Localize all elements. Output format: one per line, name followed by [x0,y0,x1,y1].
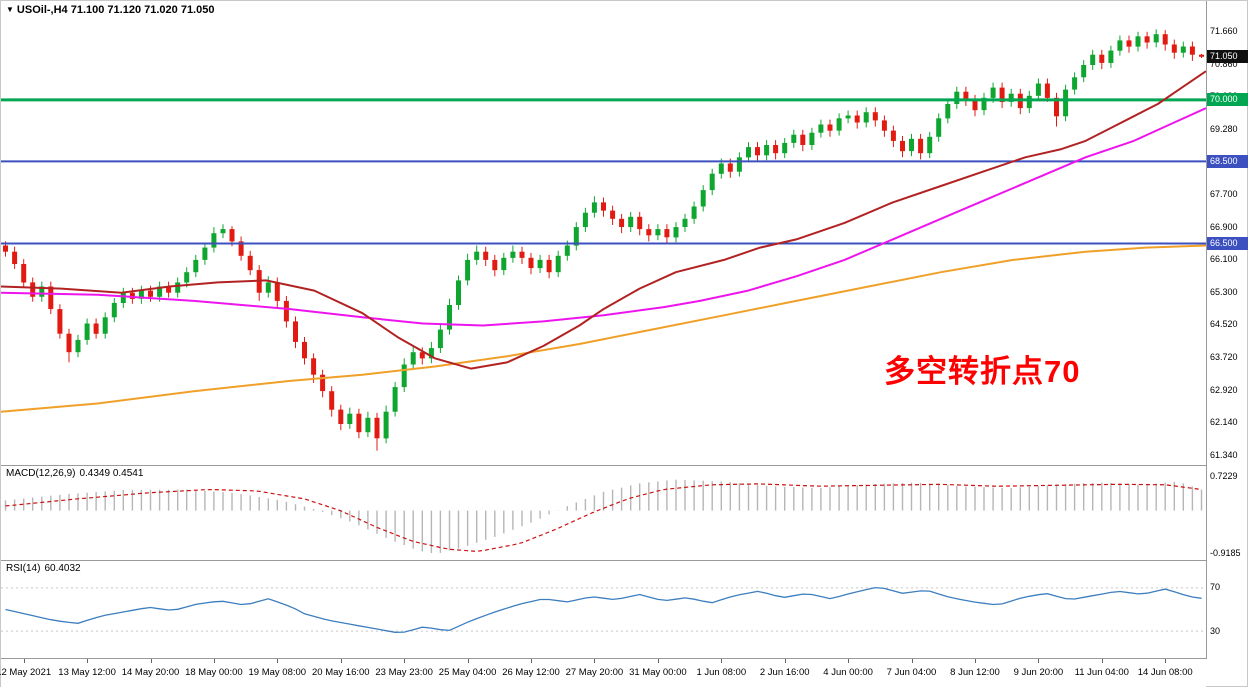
time-tick [721,659,723,663]
time-label: 7 Jun 04:00 [886,667,937,678]
time-tick [911,659,913,663]
rsi-value: 60.4032 [44,563,81,574]
time-tick [594,659,596,663]
time-tick [23,659,25,663]
time-tick [277,659,279,663]
rsi-pane[interactable]: RSI(14) 60.4032 [1,561,1206,658]
time-label: 9 Jun 20:00 [1013,667,1064,678]
macd-values: 0.4349 0.4541 [79,468,144,479]
time-tick [1165,659,1167,663]
price-badge: 70.000 [1207,93,1248,107]
time-tick [1038,659,1040,663]
macd-name: MACD(12,26,9) [6,468,76,479]
time-label: 19 May 08:00 [248,667,307,678]
time-label: 11 Jun 04:00 [1074,667,1129,678]
price-tick-label: 64.520 [1210,319,1238,330]
horizontal-lines-layer [1,98,1206,245]
time-tick [848,659,850,663]
price-tick-label: 62.140 [1210,416,1238,427]
rsi-axis-label: 70 [1210,582,1221,593]
time-label: 4 Jun 00:00 [823,667,873,678]
main-chart-pane[interactable]: ▼ USOil-,H4 71.100 71.120 71.020 71.050 多… [1,1,1206,465]
macd-signal-line [5,483,1202,553]
rsi-line [5,586,1202,633]
price-badge: 66.500 [1207,237,1248,250]
time-tick [404,659,406,663]
rsi-levels [1,587,1206,632]
rsi-name: RSI(14) [6,563,41,574]
time-tick [975,659,976,663]
time-axis[interactable]: 12 May 2021 13 May 12:00 14 May 20:00 18 Ma… [0,659,1206,687]
pane-separator[interactable] [1,560,1247,561]
time-tick [467,659,469,663]
moving-averages-layer [1,70,1206,413]
price-tick-label: 71.660 [1210,26,1238,37]
time-tick [657,659,659,663]
time-tick [213,659,215,663]
rsi-label: RSI(14) 60.4032 [6,563,85,574]
macd-chart[interactable] [1,466,1206,560]
macd-histogram [4,479,1203,553]
pane-separator[interactable] [1,658,1247,659]
macd-axis-label: 0.7229 [1210,471,1238,482]
chart-dropdown-icon: ▼ [6,5,14,14]
ohlc-values: 71.100 71.120 71.020 71.050 [70,4,215,16]
annotation-text[interactable]: 多空转折点70 [884,354,1081,389]
time-tick [1101,659,1103,663]
time-label: 2 Jun 16:00 [759,667,810,678]
fast-ma-line [1,70,1206,370]
price-tick-label: 70.860 [1210,59,1238,70]
time-label: 25 May 04:00 [438,667,497,678]
price-tick-label: 67.700 [1210,188,1238,199]
price-tick-label: 69.280 [1210,123,1238,134]
time-tick [150,659,152,663]
rsi-axis-label: 30 [1210,625,1221,636]
price-tick-label: 66.900 [1210,221,1238,232]
macd-pane[interactable]: MACD(12,26,9) 0.4349 0.4541 [1,466,1206,560]
time-label: 26 May 12:00 [502,667,560,678]
time-label: 1 Jun 08:00 [696,667,747,678]
time-label: 27 May 20:00 [565,667,624,678]
rsi-chart[interactable] [1,561,1206,658]
price-badge: 68.500 [1207,154,1248,168]
macd-axis-label: -0.9185 [1210,548,1241,559]
price-tick-label: 63.720 [1210,352,1238,362]
price-axis[interactable]: 71.66070.86070.08069.28068.50067.70066.9… [1206,1,1248,659]
candles-layer [3,29,1204,451]
time-label: 13 May 12:00 [58,667,116,678]
time-tick [340,659,342,663]
time-label: 20 May 16:00 [312,667,370,678]
time-tick [87,659,89,663]
medium-ma-line [1,107,1206,327]
price-tick-label: 61.340 [1210,449,1238,460]
macd-label: MACD(12,26,9) 0.4349 0.4541 [6,468,147,479]
candlestick-chart[interactable] [1,1,1206,465]
price-badge: 71.050 [1207,50,1248,64]
time-label: 12 May 2021 [0,667,52,678]
symbol-timeframe-label: USOil-,H4 [16,4,68,16]
price-tick-label: 65.300 [1210,287,1238,298]
time-label: 18 May 00:00 [185,667,243,678]
time-tick [784,659,786,663]
time-label: 23 May 23:00 [375,667,433,678]
time-tick [531,659,532,663]
time-label: 14 May 20:00 [121,667,180,678]
price-tick-label: 66.100 [1210,254,1238,265]
pane-separator[interactable] [1,465,1247,466]
time-label: 8 Jun 12:00 [950,667,1000,678]
price-tick-label: 62.920 [1210,384,1238,395]
time-label: 14 Jun 08:00 [1137,667,1193,678]
time-label: 31 May 00:00 [629,667,687,678]
slow-ma-line [1,244,1206,413]
chart-title: ▼ USOil-,H4 71.100 71.120 71.020 71.050 [6,4,214,16]
